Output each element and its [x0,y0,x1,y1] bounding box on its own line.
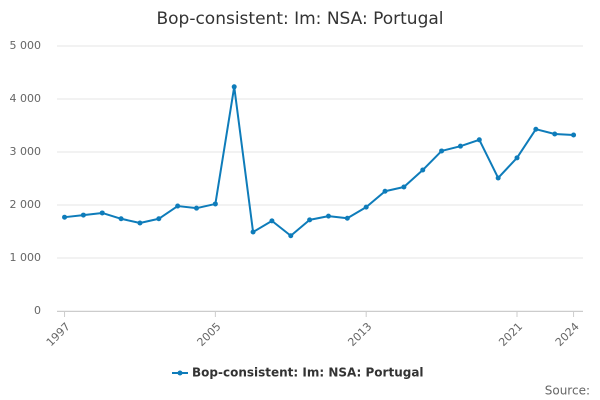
point [533,126,539,132]
x-tick-label: 1997 [44,320,73,349]
point [269,218,275,224]
point [212,201,218,207]
point [571,132,577,138]
y-tick-label: 1 000 [10,251,42,264]
y-tick-label: 2 000 [10,198,42,211]
point [80,212,86,218]
point [175,203,181,209]
y-tick-label: 3 000 [10,145,42,158]
point [344,215,350,221]
x-tick-label: 2024 [553,320,582,349]
point [250,229,256,235]
legend-marker [177,370,183,376]
point [439,148,445,154]
point [307,217,313,223]
x-tick-label: 2021 [496,320,525,349]
y-tick-label: 4 000 [10,92,42,105]
point [457,143,463,149]
point [514,155,520,161]
point [99,210,105,216]
point [382,188,388,194]
point [552,131,558,137]
point [118,216,124,222]
point [325,213,331,219]
y-tick-label: 5 000 [10,39,42,52]
source: Source: [545,384,590,398]
point [495,175,501,181]
x-tick-label: 2005 [195,320,224,349]
x-tick-label: 2013 [345,320,374,349]
point [156,216,162,222]
legend-label: Bop-consistent: Im: NSA: Portugal [192,366,424,380]
point [194,205,200,211]
point [137,220,143,226]
chart-title: Bop-consistent: Im: NSA: Portugal [156,9,443,29]
point [420,167,426,173]
point [476,137,482,143]
point [231,84,237,90]
point [288,233,294,239]
line [64,85,574,237]
point [401,184,407,190]
y-tick-label: 0 [34,304,41,317]
point [363,204,369,210]
point [62,214,68,220]
